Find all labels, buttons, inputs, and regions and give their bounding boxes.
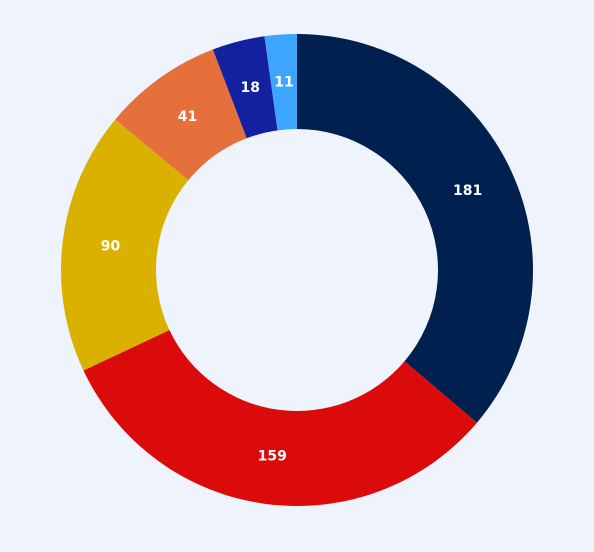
donut-slice-4[interactable] xyxy=(212,36,278,139)
donut-slice-label-0: 181 xyxy=(453,183,482,199)
donut-slice-label-1: 159 xyxy=(258,448,287,464)
donut-slice-label-4: 18 xyxy=(241,80,260,96)
donut-slice-2[interactable] xyxy=(61,119,189,371)
donut-slice-label-5: 11 xyxy=(274,74,293,90)
donut-slice-label-3: 41 xyxy=(178,109,197,125)
donut-slice-5[interactable] xyxy=(264,34,297,131)
donut-slice-label-2: 90 xyxy=(101,238,121,254)
donut-slice-3[interactable] xyxy=(115,49,247,181)
donut-slice-1[interactable] xyxy=(83,330,477,507)
donut-slice-0[interactable] xyxy=(297,34,534,423)
